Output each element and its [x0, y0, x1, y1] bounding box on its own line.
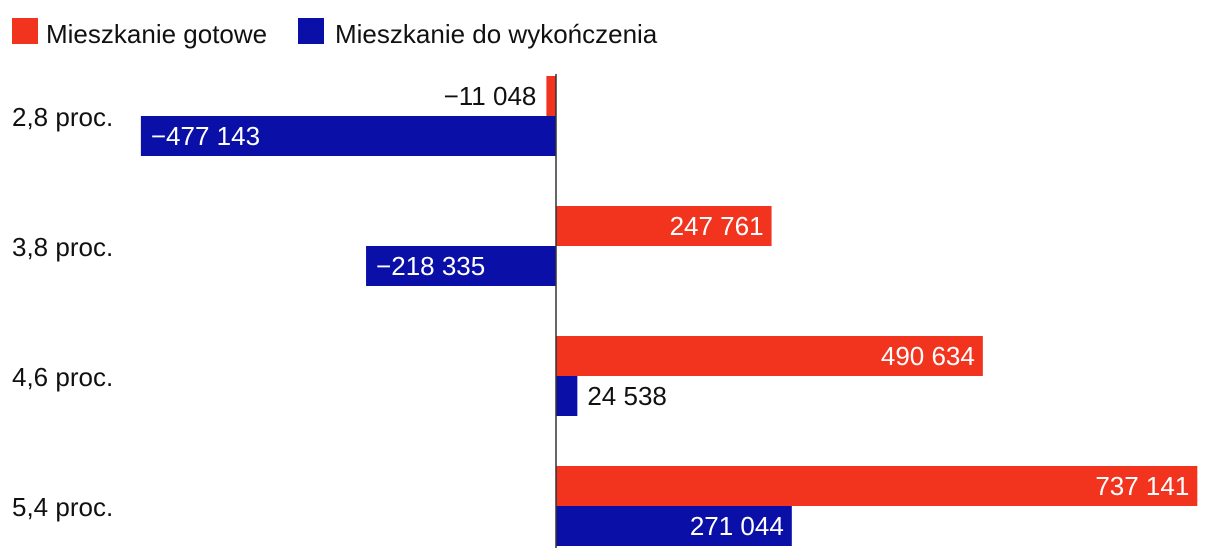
value-label-series-0: −11 048 — [444, 81, 537, 111]
value-label-series-0: 737 141 — [1095, 471, 1189, 501]
category-label: 2,8 proc. — [12, 102, 113, 132]
bar-series-0 — [546, 76, 556, 116]
bar-series-0 — [556, 466, 1198, 506]
category-labels: 2,8 proc. 3,8 proc. 4,6 proc. 5,4 proc. — [12, 102, 113, 522]
value-label-series-1: 24 538 — [587, 381, 667, 411]
value-label-series-0: 247 761 — [670, 211, 764, 241]
legend-swatch-series-1 — [298, 18, 324, 44]
bars — [140, 76, 1198, 546]
bar-series-1 — [140, 116, 556, 156]
category-label: 3,8 proc. — [12, 232, 113, 262]
legend-label-series-0: Mieszkanie gotowe — [46, 19, 267, 49]
category-label: 4,6 proc. — [12, 362, 113, 392]
value-label-series-1: −477 143 — [151, 121, 260, 151]
value-label-series-1: −218 335 — [376, 251, 485, 281]
value-label-series-1: 271 044 — [690, 511, 784, 541]
bar-series-1 — [556, 376, 578, 416]
legend-swatch-series-0 — [12, 18, 38, 44]
value-label-series-0: 490 634 — [881, 341, 975, 371]
bar-series-1 — [366, 246, 556, 286]
bar-series-1 — [556, 506, 792, 546]
legend-label-series-1: Mieszkanie do wykończenia — [335, 19, 658, 49]
category-label: 5,4 proc. — [12, 492, 113, 522]
bar-series-0 — [556, 206, 772, 246]
bar-series-0 — [556, 336, 983, 376]
legend: Mieszkanie gotowe Mieszkanie do wykończe… — [12, 18, 658, 49]
value-labels: −11 048 −477 143 247 761 −218 335 490 634 24 … — [151, 81, 1189, 541]
